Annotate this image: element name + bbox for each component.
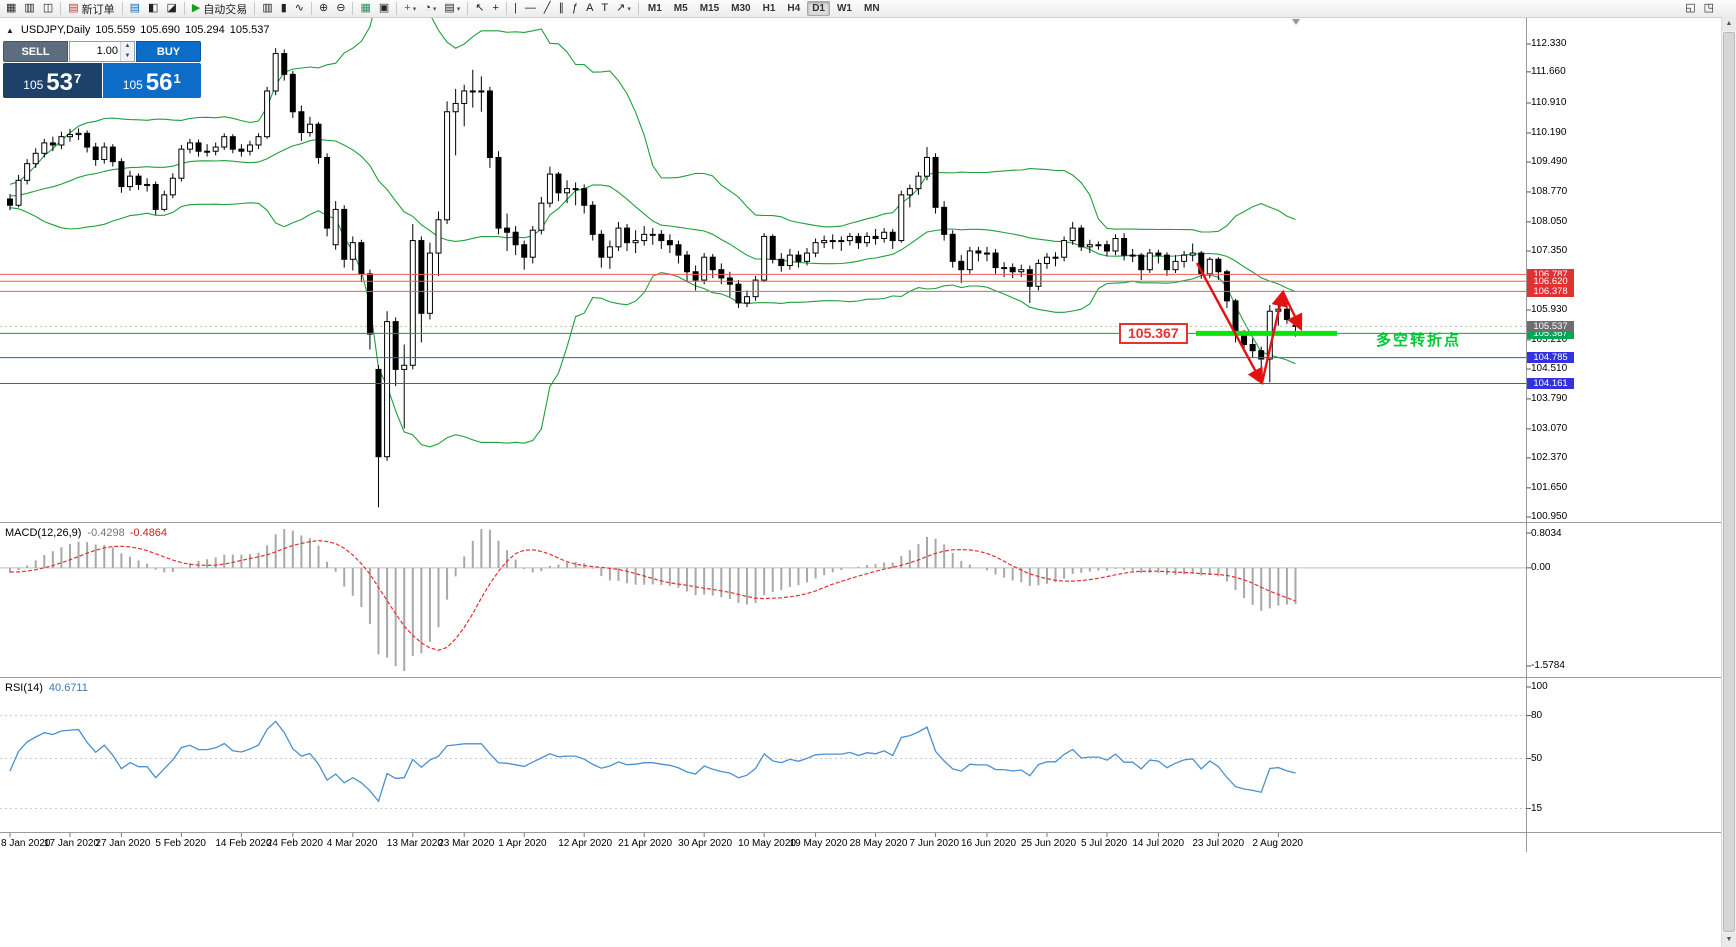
channel-icon[interactable]: ∥	[558, 2, 564, 14]
label-icon[interactable]: T	[601, 2, 609, 14]
fibonacci-icon[interactable]: ƒ	[571, 2, 579, 14]
volume-up-icon[interactable]: ▲	[121, 42, 134, 52]
chevron-down-icon: ▾	[627, 5, 631, 13]
open-chart-icon[interactable]: ◫	[42, 2, 54, 14]
period-button[interactable]: ◔ ▾	[424, 2, 437, 14]
sell-price-big: 53	[46, 69, 73, 96]
sell-button[interactable]: SELL	[3, 41, 68, 62]
crosshair-icon[interactable]: +	[492, 2, 499, 14]
scroll-up-icon[interactable]: ▲	[1722, 17, 1736, 31]
bollinger-bands	[9, 18, 1296, 448]
bar-chart-icon[interactable]: ▥	[262, 2, 273, 14]
timeframe-d1[interactable]: D1	[807, 1, 830, 16]
fullscreen-icon[interactable]: ◱	[1685, 2, 1696, 14]
chart-title: ▲ USDJPY,Daily 105.559 105.690 105.294 1…	[6, 24, 269, 36]
ohlc-high: 105.690	[140, 24, 180, 36]
volume-down-icon[interactable]: ▼	[121, 51, 134, 61]
buy-price-big: 56	[145, 69, 173, 96]
timeframe-m1[interactable]: M1	[647, 3, 662, 14]
chart-profiles-icon[interactable]: ▥	[24, 2, 35, 14]
buy-button[interactable]: BUY	[136, 41, 201, 62]
zoom-in-icon[interactable]: ⊕	[319, 2, 329, 14]
scroll-down-icon[interactable]: ▼	[1722, 933, 1736, 947]
template-button[interactable]: ▤ ▾	[444, 2, 461, 14]
new-chart-icon[interactable]: ▦	[6, 2, 17, 14]
chevron-down-icon: ▾	[432, 5, 437, 13]
zoom-out-icon[interactable]: ⊖	[336, 2, 346, 14]
timeframe-h4[interactable]: H4	[787, 3, 801, 14]
macd-main-value: -0.4298	[87, 527, 125, 539]
navigator-icon[interactable]: ◪	[166, 2, 177, 14]
trendline-icon[interactable]: ╱	[543, 2, 551, 14]
new-order-button[interactable]: ▤ 新订单	[68, 2, 115, 16]
rsi-line	[9, 720, 1296, 803]
candlestick-chart-icon[interactable]: ▮	[280, 2, 287, 14]
macd-label: MACD(12,26,9) -0.4298 -0.4864	[5, 527, 168, 539]
buy-price-prefix: 105	[122, 78, 143, 92]
buy-price-sup: 1	[173, 71, 181, 86]
rsi-value: 40.6711	[48, 682, 88, 694]
window-mode-icon[interactable]: ◳	[1703, 2, 1714, 14]
arrow-tools-icon[interactable]: ↗ ▾	[616, 2, 631, 14]
data-window-icon[interactable]: ◧	[148, 2, 159, 14]
timeframe-m5[interactable]: M5	[673, 3, 688, 14]
vertical-line-icon[interactable]: |	[513, 2, 517, 14]
trend-arrows[interactable]	[1195, 262, 1303, 386]
timeframe-m15[interactable]: M15	[699, 3, 720, 14]
one-click-collapse-icon[interactable]: ▲	[6, 25, 14, 35]
timeframe-mn[interactable]: MN	[863, 3, 880, 14]
pane-separators	[0, 17, 1736, 852]
ohlc-close: 105.537	[229, 24, 270, 36]
chart-shift-icon	[1292, 19, 1300, 25]
toolbar: ▦ ▥ ◫ ▤ 新订单 ▤ ◧ ◪ ▶ 自动交易 ▥ ▮ ∿ ⊕ ⊖ ▦ ▣ + ▾ ◔ ▾ ▤ ▾ ↖ + | — ╱ ∥ ƒ A T ↗ ▾ M…	[0, 0, 1736, 18]
volume-spinner[interactable]: ▲ ▼	[120, 42, 134, 61]
scrollbar-thumb[interactable]	[1723, 32, 1735, 932]
auto-trading-button[interactable]: ▶ 自动交易	[191, 2, 248, 16]
sell-price-prefix: 105	[23, 78, 44, 92]
symbol-period: USDJPY,Daily	[20, 24, 91, 36]
text-icon[interactable]: A	[586, 2, 594, 14]
volume-input[interactable]: 1.00 ▲ ▼	[69, 41, 135, 62]
support-price-label[interactable]: 105.367	[1119, 323, 1188, 344]
ohlc-low: 105.294	[184, 24, 225, 36]
line-chart-icon[interactable]: ∿	[294, 2, 304, 14]
horizontal-line-icon[interactable]: —	[524, 2, 536, 14]
chevron-down-icon: ▾	[412, 5, 417, 13]
timeframe-h1[interactable]: H1	[762, 3, 776, 14]
arrange-windows-icon[interactable]: ▣	[378, 2, 390, 14]
timeframe-w1[interactable]: W1	[836, 3, 852, 14]
tile-windows-icon[interactable]: ▦	[360, 2, 371, 14]
macd-signal-value: -0.4864	[129, 527, 168, 539]
one-click-trading-panel: SELL 1.00 ▲ ▼ BUY 105 53 7 105 56 1	[3, 41, 201, 98]
ohlc-open: 105.559	[95, 24, 136, 36]
rsi-label: RSI(14) 40.6711	[5, 682, 88, 694]
rsi-pane	[0, 715, 1526, 810]
market-watch-icon[interactable]: ▤	[129, 2, 141, 14]
buy-price[interactable]: 105 56 1	[102, 63, 201, 98]
macd-signal-line	[9, 539, 1296, 651]
turning-point-text[interactable]: 多空转折点	[1376, 332, 1462, 349]
horizontal-lines[interactable]	[0, 273, 1526, 385]
sell-price[interactable]: 105 53 7	[3, 63, 102, 98]
timeframe-m30[interactable]: M30	[731, 3, 751, 14]
volume-value[interactable]: 1.00	[96, 45, 118, 57]
vertical-scrollbar[interactable]: ▲ ▼	[1721, 17, 1736, 947]
macd-histogram	[9, 529, 1297, 671]
macd-pane	[0, 529, 1526, 671]
chevron-down-icon: ▾	[456, 5, 461, 13]
cursor-icon[interactable]: ↖	[475, 2, 485, 14]
add-indicator-button[interactable]: + ▾	[404, 2, 417, 14]
sell-price-sup: 7	[74, 71, 82, 86]
